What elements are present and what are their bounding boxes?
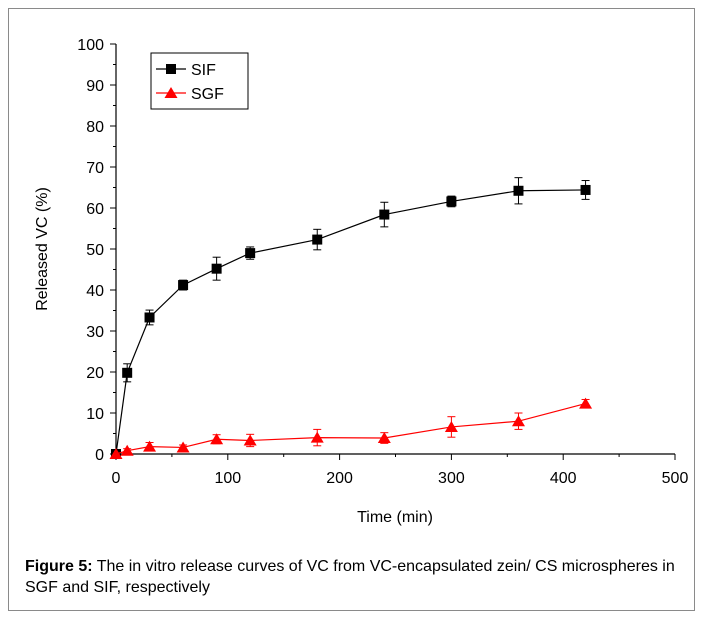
y-tick-label: 80 [86, 119, 104, 136]
data-point [122, 367, 133, 378]
y-tick-label: 90 [86, 78, 104, 95]
data-point [211, 263, 222, 274]
legend-box [150, 52, 249, 110]
data-point [176, 441, 190, 453]
data-point [109, 448, 123, 459]
data-point [144, 312, 155, 323]
x-tick-label: 300 [438, 470, 465, 487]
data-point [143, 440, 157, 452]
data-point [511, 415, 525, 427]
release-chart: 0 100 200 300 400 500 0 10 20 30 40 50 60 70 80 90 100 S… [34, 37, 688, 526]
data-point [243, 434, 257, 446]
figure-frame [8, 8, 695, 611]
data-point [312, 234, 323, 245]
data-point [579, 397, 593, 409]
x-tick-label: 100 [214, 470, 241, 487]
x-tick-label: 0 [112, 470, 121, 487]
figure-caption-label: Figure 5: [25, 558, 93, 575]
y-tick-label: 10 [86, 406, 104, 423]
figure-caption-text: The in vitro release curves of VC from V… [25, 558, 675, 596]
series-line [115, 189, 586, 455]
data-point [580, 184, 591, 195]
data-point [164, 87, 178, 98]
data-point [377, 432, 391, 444]
y-tick-label: 50 [86, 242, 104, 259]
y-tick-label: 70 [86, 160, 104, 177]
data-point [444, 420, 458, 432]
chart-legend: SIF SGF [150, 52, 249, 110]
chart-axes: 0 100 200 300 400 500 0 10 20 30 40 50 60 70 80 90 100 [77, 37, 688, 487]
chart-series [109, 177, 593, 459]
y-axis-label: Released VC (%) [34, 187, 51, 311]
x-axis-label: Time (min) [357, 509, 433, 526]
data-point [166, 64, 176, 74]
data-point [310, 431, 324, 443]
series-line [115, 402, 586, 455]
data-point [210, 433, 224, 445]
data-point [245, 248, 256, 259]
y-tick-label: 30 [86, 324, 104, 341]
x-tick-label: 500 [662, 470, 689, 487]
data-point [379, 209, 390, 220]
series-sif [111, 177, 591, 459]
data-point [513, 185, 524, 196]
x-tick-label: 200 [326, 470, 353, 487]
y-tick-label: 20 [86, 365, 104, 382]
y-tick-label: 0 [95, 447, 104, 464]
y-tick-label: 40 [86, 283, 104, 300]
y-tick-label: 100 [77, 37, 104, 54]
legend-item-sgf: SGF [156, 86, 224, 103]
legend-item-sif: SIF [156, 62, 216, 79]
figure-caption: Figure 5: The in vitro release curves of… [25, 556, 685, 598]
series-sgf [109, 397, 593, 459]
legend-label: SGF [191, 86, 224, 103]
data-point [446, 196, 457, 207]
x-tick-label: 400 [550, 470, 577, 487]
data-point [120, 444, 134, 456]
data-point [178, 280, 189, 291]
legend-label: SIF [191, 62, 216, 79]
y-tick-label: 60 [86, 201, 104, 218]
